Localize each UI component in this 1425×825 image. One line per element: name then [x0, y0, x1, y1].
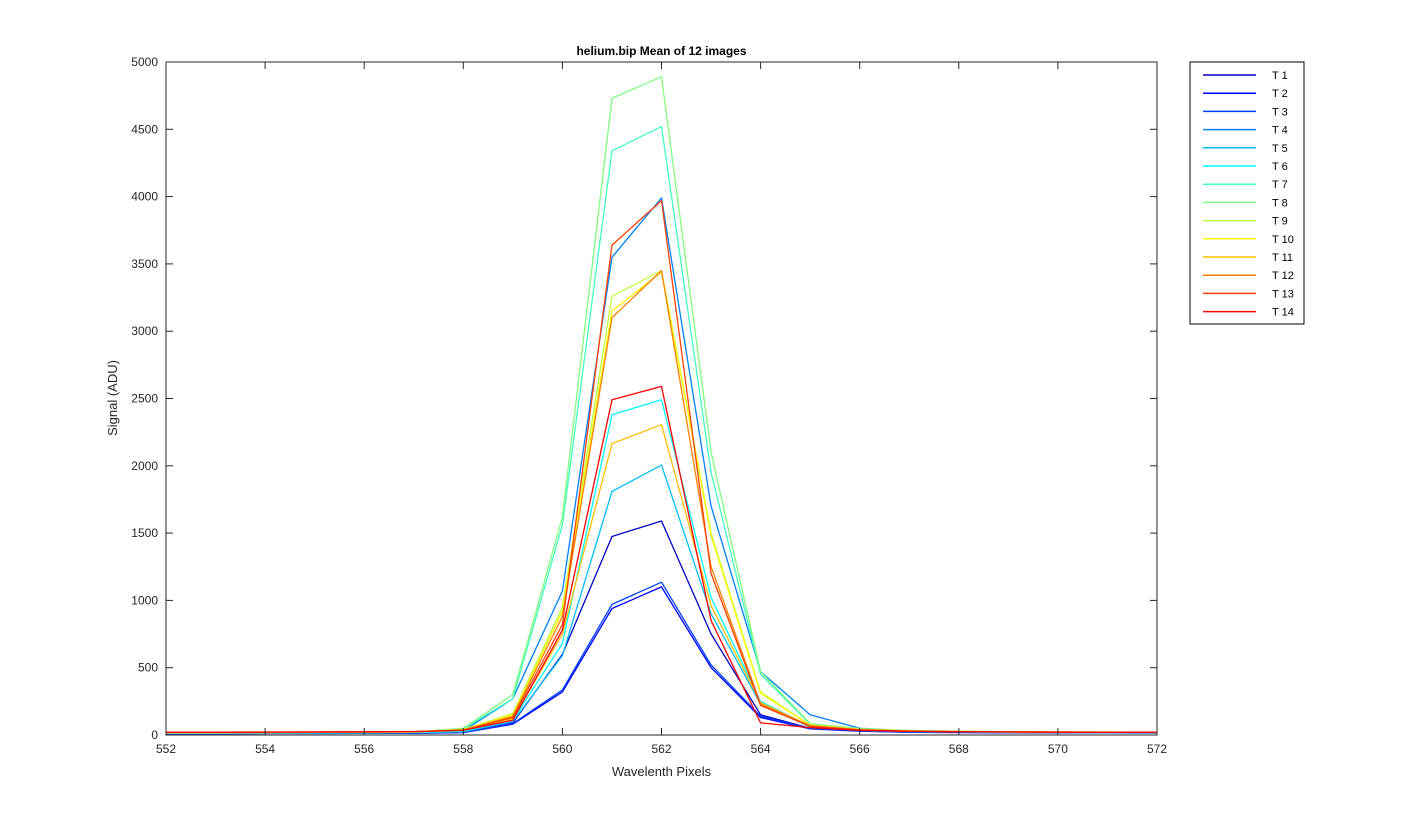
- legend-label: T 2: [1272, 88, 1288, 100]
- y-tick-label: 3500: [131, 257, 158, 271]
- y-tick-label: 2500: [131, 392, 158, 406]
- y-tick-label: 1500: [131, 526, 158, 540]
- y-tick-label: 3000: [131, 324, 158, 338]
- y-tick-label: 0: [151, 728, 158, 742]
- legend-label: T 8: [1272, 197, 1288, 209]
- legend-label: T 9: [1272, 216, 1288, 228]
- chart-title: helium.bip Mean of 12 images: [576, 44, 746, 58]
- series-layer: [166, 76, 1158, 735]
- legend-label: T 12: [1272, 270, 1294, 282]
- x-tick-label: 560: [552, 742, 572, 756]
- x-tick-label: 566: [850, 742, 870, 756]
- y-tick-label: 1000: [131, 593, 158, 607]
- x-tick-label: 558: [453, 742, 473, 756]
- x-tick-label: 568: [949, 742, 969, 756]
- x-tick-label: 564: [751, 742, 771, 756]
- legend-label: T 1: [1272, 70, 1288, 82]
- legend: T 1 T 2 T 3 T 4 T 5 T 6 T 7 T 8 T 9 T 10 T 11 T 12 T…: [1189, 61, 1305, 325]
- y-axis-title: Signal (ADU): [105, 360, 120, 436]
- x-tick-label: 556: [354, 742, 374, 756]
- legend-label: T 14: [1272, 307, 1294, 319]
- x-tick-label: 562: [651, 742, 671, 756]
- legend-label: T 6: [1272, 161, 1288, 173]
- x-axis-title: Wavelenth Pixels: [612, 764, 712, 779]
- y-tick-label: 4000: [131, 190, 158, 204]
- plot-area: [166, 62, 1157, 735]
- y-tick-label: 4500: [131, 122, 158, 136]
- x-tick-label: 554: [255, 742, 275, 756]
- legend-label: T 3: [1272, 106, 1288, 118]
- x-tick-label: 572: [1147, 742, 1167, 756]
- x-tick-label: 552: [156, 742, 176, 756]
- legend-label: T 5: [1272, 143, 1288, 155]
- legend-label: T 11: [1272, 252, 1293, 264]
- legend-box: [1189, 61, 1305, 325]
- axis-ticks: 552 554 556 558 560 562 564 566 568 570 572 0 500 100…: [131, 55, 1167, 756]
- y-tick-label: 2000: [131, 459, 158, 473]
- plot-frame: [165, 61, 1158, 736]
- legend-label: T 10: [1272, 234, 1294, 246]
- x-tick-label: 570: [1048, 742, 1068, 756]
- series-line-t14: [166, 385, 1157, 733]
- y-tick-label: 500: [138, 661, 158, 675]
- legend-label: T 13: [1272, 288, 1294, 300]
- y-tick-label: 5000: [131, 55, 158, 69]
- legend-label: T 4: [1272, 125, 1288, 137]
- legend-label: T 7: [1272, 179, 1288, 191]
